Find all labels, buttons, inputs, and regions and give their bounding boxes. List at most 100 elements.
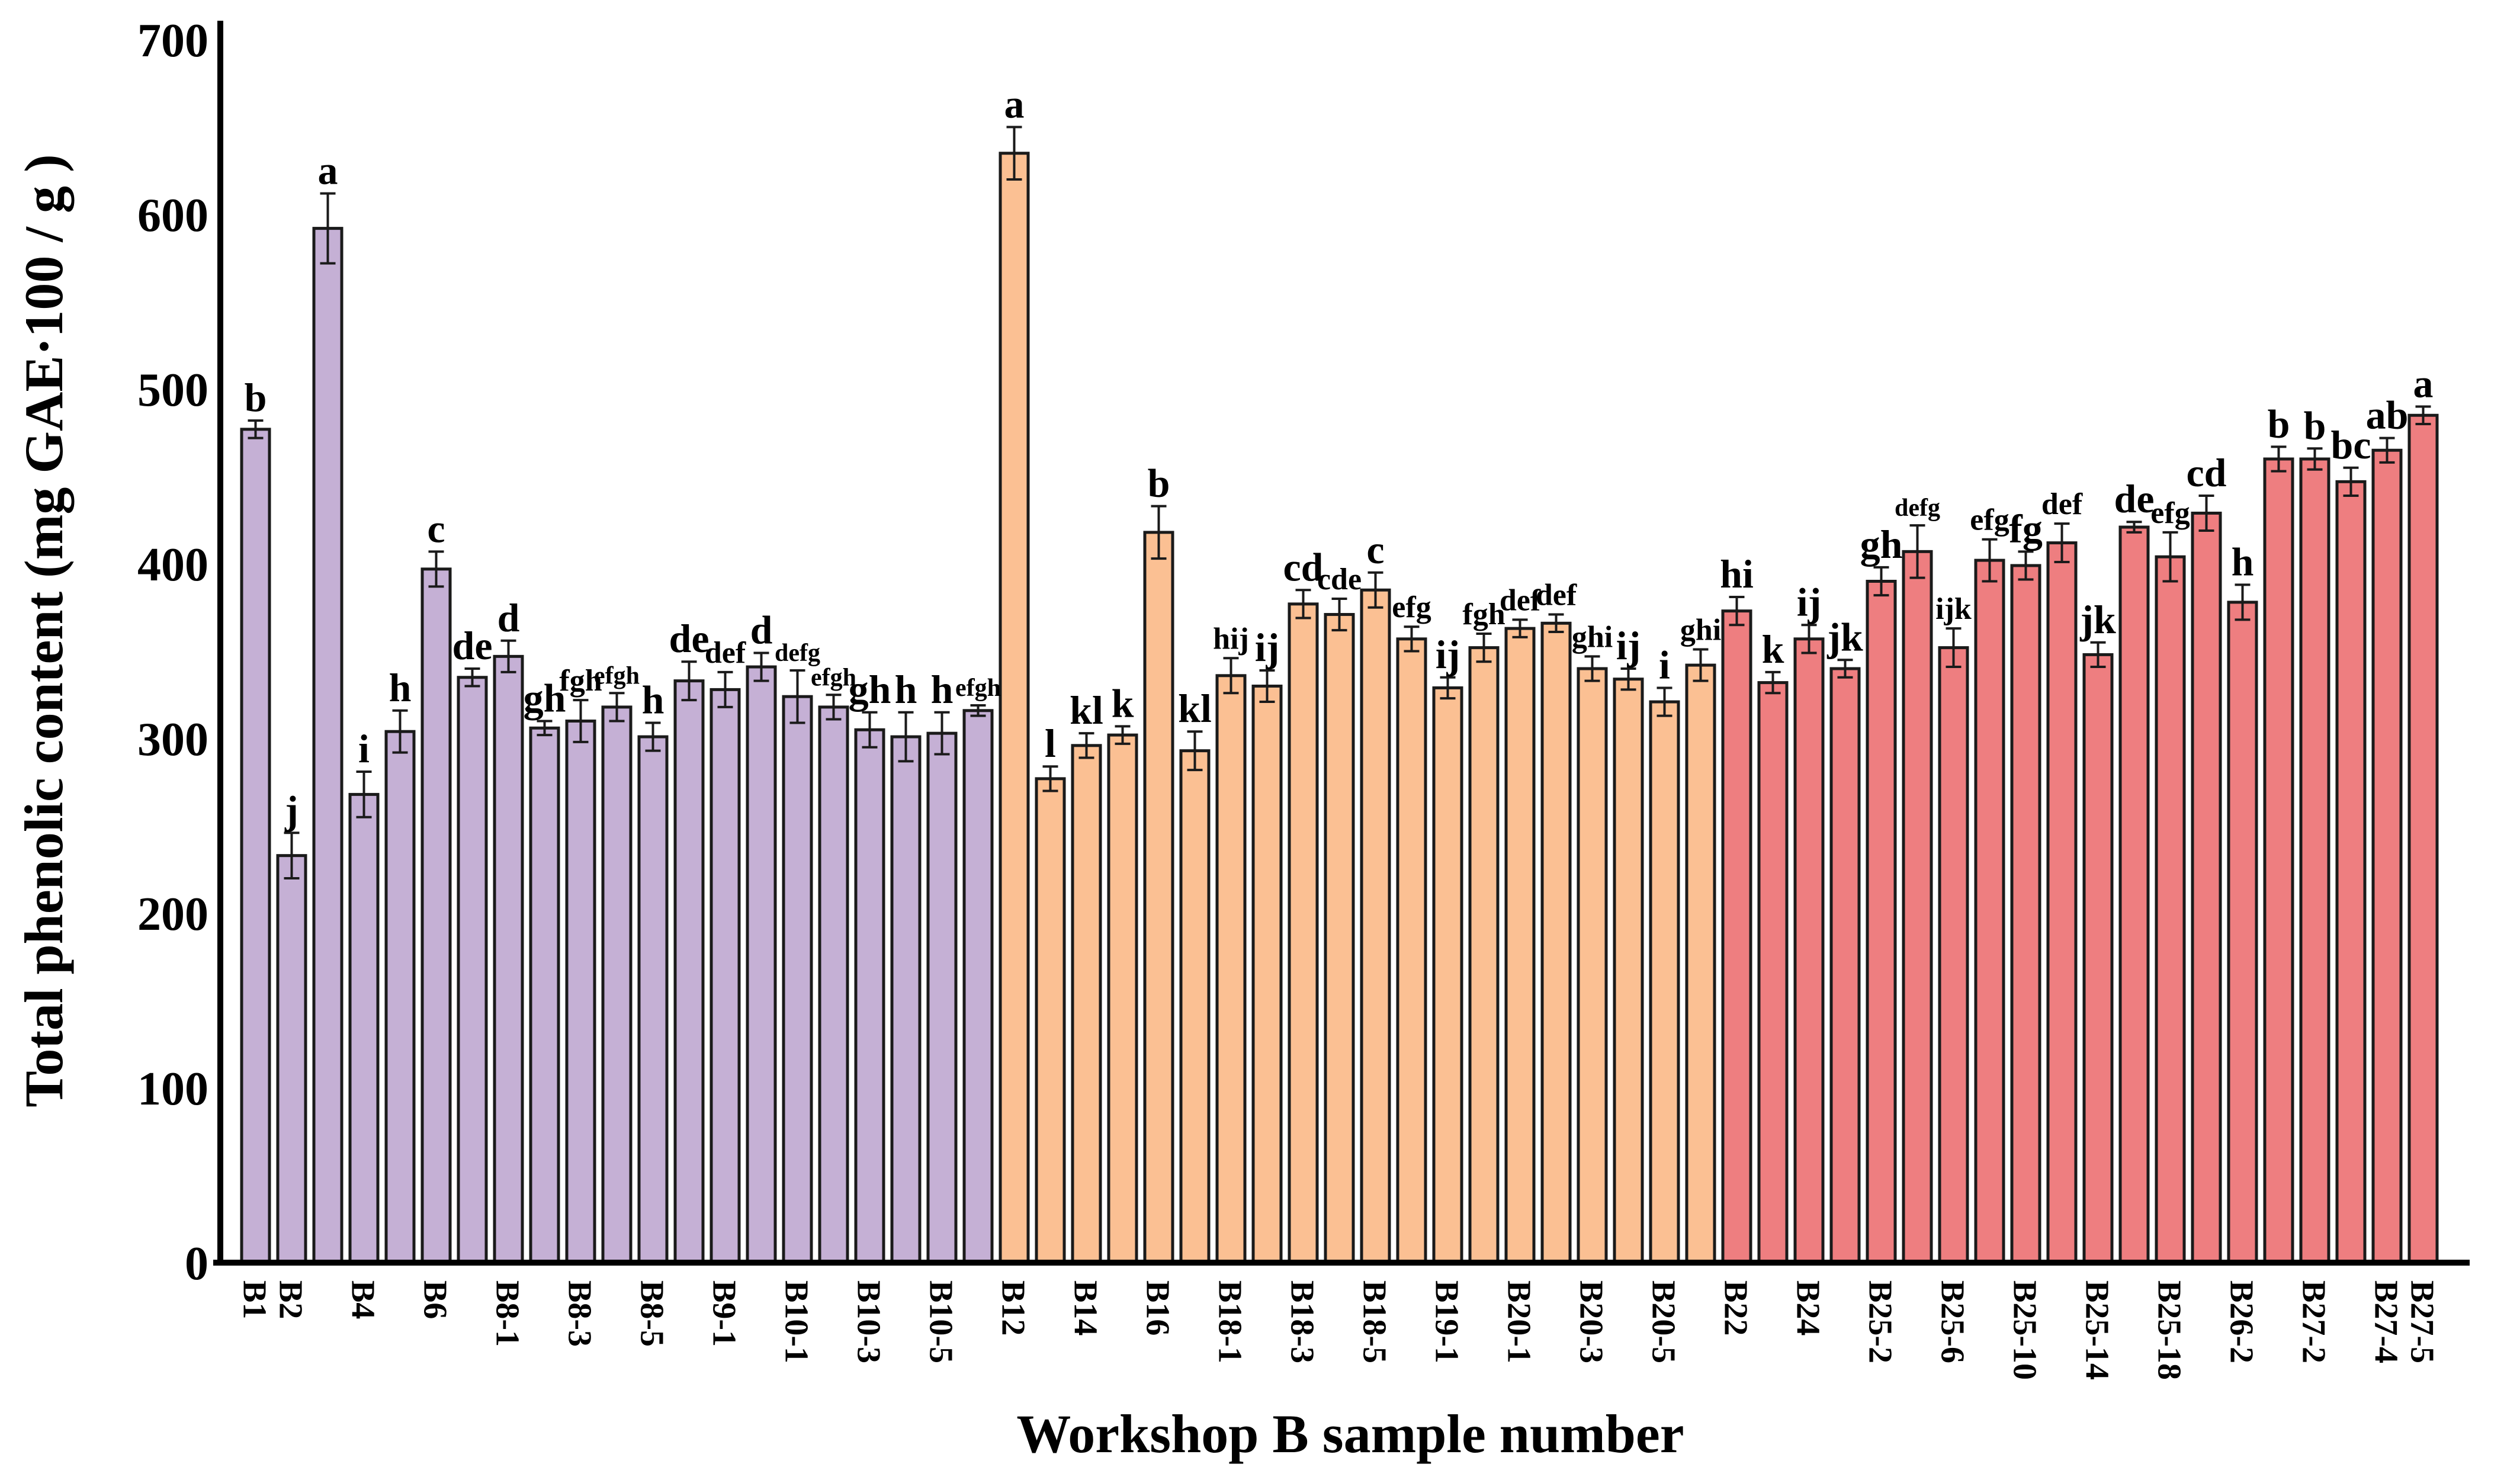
significance-letter: d	[497, 595, 520, 640]
bar	[1829, 667, 1861, 1264]
y-tick-label: 300	[137, 714, 208, 766]
significance-letter: d	[750, 607, 773, 652]
bar	[1938, 646, 1969, 1264]
y-tick-label: 0	[185, 1238, 208, 1290]
significance-letter: gh	[849, 667, 891, 712]
significance-letter: h	[931, 667, 954, 712]
bar	[565, 720, 596, 1264]
significance-letter: ijk	[1935, 592, 1972, 626]
workshop-b-group-2	[999, 152, 1716, 1264]
significance-letter: h	[2232, 539, 2254, 584]
bar	[1432, 686, 1463, 1264]
bar	[2335, 480, 2367, 1264]
workshop-b-group-3	[1721, 413, 2439, 1264]
bars-layer	[240, 152, 2439, 1264]
bar	[1902, 550, 1933, 1264]
x-tick-label: B19-1	[1428, 1280, 1465, 1363]
bar	[1107, 733, 1138, 1264]
bar	[854, 728, 885, 1264]
significance-letter: gh	[524, 676, 566, 721]
x-tick-label: B25-6	[1934, 1280, 1971, 1363]
y-tick-label: 100	[137, 1063, 208, 1115]
significance-letter: hi	[1720, 551, 1754, 596]
x-tick-label: B24	[1790, 1280, 1826, 1335]
x-tick-label: B27-2	[2296, 1280, 2332, 1363]
x-tick-label: B25-18	[2151, 1280, 2188, 1380]
y-axis-title: Total phenolic content (mg GAE·100 / g )	[14, 154, 74, 1107]
x-tick-label: B18-1	[1212, 1280, 1248, 1363]
significance-letter: jk	[1826, 614, 1863, 659]
significance-letter: cd	[1283, 544, 1324, 589]
x-tick-label: B27-5	[2404, 1280, 2441, 1363]
x-tick-label: B1	[236, 1280, 273, 1319]
significance-letter: fgh	[1462, 598, 1505, 631]
bar	[1251, 685, 1283, 1264]
bar	[1721, 609, 1752, 1264]
x-tick-label: B18-3	[1284, 1280, 1321, 1363]
significance-letter: de	[452, 623, 493, 668]
bar	[348, 792, 380, 1264]
bar	[1577, 667, 1608, 1264]
bar	[529, 726, 560, 1264]
bar	[1974, 558, 2005, 1264]
significance-letter: ij	[1616, 623, 1641, 668]
bar	[1143, 531, 1174, 1264]
y-tick-label: 600	[137, 190, 208, 242]
significance-letter: b	[245, 375, 267, 420]
bar	[1179, 749, 1211, 1264]
bar	[1613, 678, 1644, 1264]
significance-letter: ij	[1797, 579, 1822, 624]
bar	[1360, 588, 1391, 1264]
bar	[782, 695, 813, 1264]
bar	[1035, 777, 1066, 1264]
significance-letter: def	[1536, 579, 1577, 612]
y-axis-tick-labels: 0 100 200 300 400 500 600 700	[137, 15, 208, 1290]
significance-letter: a	[318, 148, 338, 193]
bar	[637, 735, 669, 1264]
significance-letter: kl	[1178, 686, 1212, 731]
y-tick-label: 400	[137, 539, 208, 591]
significance-letter: defg	[1895, 495, 1940, 522]
significance-letter: bc	[2331, 422, 2371, 467]
bar	[2263, 457, 2294, 1264]
significance-letter: j	[284, 787, 298, 832]
significance-letter: c	[427, 506, 445, 551]
significance-letter: k	[1112, 680, 1134, 725]
bar	[1793, 637, 1825, 1264]
significance-letter: ij	[1255, 625, 1280, 670]
significance-letter: c	[1366, 527, 1384, 572]
bar	[1540, 621, 1572, 1264]
bar	[1685, 663, 1716, 1264]
significance-letter: efgh	[811, 664, 856, 691]
y-tick-label: 200	[137, 888, 208, 940]
significance-letter: ij	[1436, 632, 1460, 677]
x-tick-label: B20-1	[1501, 1280, 1537, 1363]
significance-letter: b	[2304, 403, 2326, 448]
bar	[890, 735, 922, 1264]
bar	[457, 676, 488, 1264]
x-tick-label: B12	[995, 1280, 1032, 1335]
significance-letter: efg	[1392, 590, 1431, 624]
bar	[493, 654, 524, 1264]
x-tick-label: B16	[1139, 1280, 1176, 1335]
bar	[384, 730, 416, 1264]
significance-letter: def	[1500, 583, 1541, 617]
significance-letter: fg	[2009, 506, 2043, 551]
bar	[1215, 674, 1247, 1264]
x-tick-label: B25-2	[1862, 1280, 1899, 1363]
x-tick-label: B8-5	[634, 1280, 670, 1347]
significance-letter: efg	[1970, 503, 2009, 537]
x-tick-label: B2	[272, 1280, 309, 1319]
significance-letter: k	[1762, 627, 1784, 672]
bar	[1649, 700, 1680, 1264]
bar	[2155, 555, 2186, 1264]
bar	[746, 665, 777, 1264]
bar	[1504, 627, 1536, 1264]
significance-letter: cde	[1317, 563, 1362, 596]
bar	[673, 679, 705, 1264]
x-tick-label: B10-3	[850, 1280, 887, 1363]
x-tick-label: B25-14	[2079, 1280, 2115, 1380]
significance-letter: h	[642, 677, 664, 722]
